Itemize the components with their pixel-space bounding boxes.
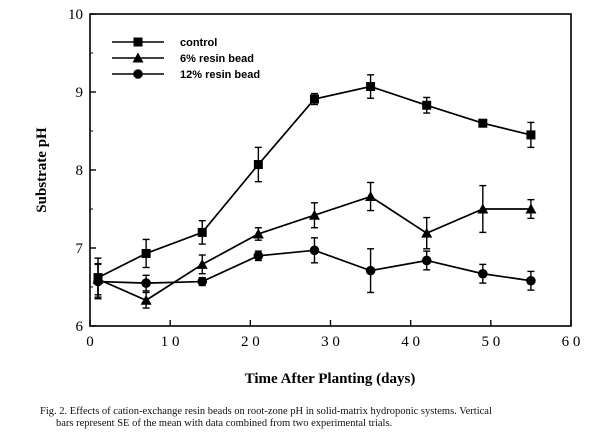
data-point	[366, 82, 376, 92]
data-point	[421, 255, 432, 266]
data-point	[526, 275, 536, 286]
series-square	[93, 74, 536, 298]
legend-marker	[133, 37, 143, 47]
data-point	[140, 294, 152, 305]
data-point	[422, 100, 432, 110]
caption-line-1: Fig. 2. Effects of cation-exchange resin…	[40, 406, 492, 417]
data-point	[365, 265, 376, 276]
series-triangle	[92, 181, 537, 309]
legend-entry: 12% resin bead	[180, 69, 260, 81]
x-tick-label: 5 0	[481, 334, 500, 350]
data-point	[197, 227, 207, 237]
data-point	[141, 248, 151, 258]
legend-entry: 6% resin bead	[180, 53, 254, 65]
x-tick-label: 3 0	[321, 334, 340, 350]
legend-marker	[132, 52, 144, 63]
data-point	[197, 276, 208, 287]
data-point	[253, 160, 263, 170]
data-point	[253, 251, 264, 261]
plot-frame	[89, 13, 572, 327]
data-point	[478, 268, 488, 279]
data-point	[477, 203, 489, 214]
y-tick-label: 7	[76, 241, 84, 257]
x-tick-label: 6 0	[562, 334, 581, 350]
y-tick-label: 8	[76, 163, 84, 179]
y-tick-label: 10	[68, 7, 83, 23]
y-axis-label: Substrate pH	[34, 127, 50, 213]
data-point	[478, 118, 488, 128]
data-point	[309, 245, 320, 256]
legend-marker	[133, 69, 143, 79]
y-tick-label: 6	[76, 319, 84, 335]
caption-line-2: bars represent SE of the mean with data …	[56, 418, 393, 429]
data-point	[365, 191, 377, 202]
series-circle	[93, 237, 536, 300]
x-tick-label: 2 0	[241, 334, 260, 350]
data-point	[93, 276, 103, 287]
legend-entry: control	[180, 37, 217, 49]
data-point	[252, 228, 264, 239]
data-point	[421, 227, 433, 238]
x-tick-label: 4 0	[401, 334, 420, 350]
y-tick-label: 9	[76, 85, 84, 101]
figure-caption: Fig. 2. Effects of cation-exchange resin…	[40, 406, 575, 430]
data-point	[525, 203, 537, 214]
x-tick-label: 1 0	[161, 334, 180, 350]
x-tick-label: 0	[86, 334, 94, 350]
data-point	[141, 278, 151, 288]
data-point	[308, 209, 320, 220]
data-point	[309, 94, 319, 104]
data-point	[196, 258, 208, 269]
x-axis-label: Time After Planting (days)	[245, 371, 416, 387]
ph-line-chart: 0 1 0 2 0 3 0 4 0 5 0 6 0 6 7 8 9 10 control 6% resi…	[34, 7, 581, 387]
data-point	[526, 130, 536, 140]
